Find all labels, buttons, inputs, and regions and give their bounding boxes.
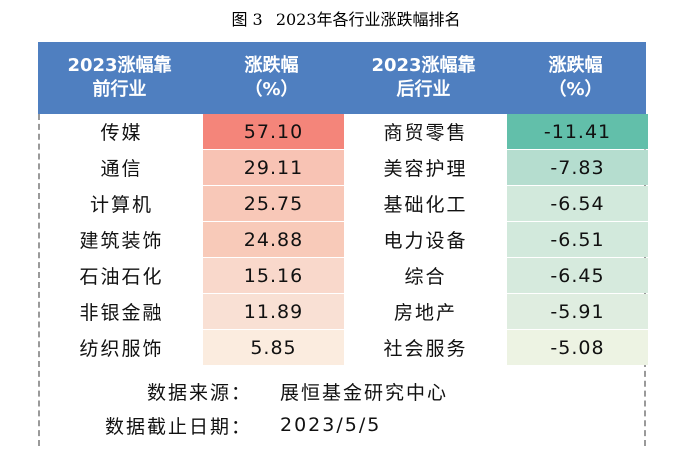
header-top-industry: 2023涨幅靠 前行业 (67, 55, 172, 100)
top-industry-change: 29.11 (203, 150, 344, 185)
bottom-industry-name: 商贸零售 (344, 114, 507, 149)
top-industry-name: 纺织服饰 (40, 330, 203, 365)
header-bottom-industry: 2023涨幅靠 后行业 (371, 55, 476, 100)
source-value: 展恒基金研究中心 (280, 381, 449, 404)
table-row: 建筑装饰 24.88 电力设备 -6.51 (40, 222, 648, 258)
top-industry-change: 25.75 (203, 186, 344, 221)
ranking-table: 2023涨幅靠 前行业 涨跌幅 （%） 2023涨幅靠 后行业 涨跌幅 （%） … (38, 42, 648, 446)
top-industry-change: 24.88 (203, 222, 344, 257)
figure-number: 图 3 (231, 10, 263, 29)
table-body: 传媒 57.10 商贸零售 -11.41 通信 29.11 美容护理 -7.83… (38, 114, 648, 446)
bottom-industry-change: -6.54 (507, 186, 648, 221)
top-industry-name: 石油石化 (40, 258, 203, 293)
top-industry-change: 11.89 (203, 294, 344, 329)
top-industry-change: 15.16 (203, 258, 344, 293)
bottom-industry-change: -6.51 (507, 222, 648, 257)
header-bottom-change: 涨跌幅 （%） (548, 55, 603, 100)
table-row: 纺织服饰 5.85 社会服务 -5.08 (40, 330, 648, 366)
top-industry-name: 非银金融 (40, 294, 203, 329)
bottom-industry-change: -11.41 (507, 114, 648, 149)
top-industry-name: 传媒 (40, 114, 203, 149)
bottom-industry-change: -5.91 (507, 294, 648, 329)
table-footer: 数据来源： 展恒基金研究中心 数据截止日期： 2023/5/5 (40, 366, 644, 446)
top-industry-name: 计算机 (40, 186, 203, 221)
source-label: 数据来源： (146, 381, 252, 404)
top-industry-change: 5.85 (203, 330, 344, 365)
table-row: 传媒 57.10 商贸零售 -11.41 (40, 114, 648, 150)
top-industry-change: 57.10 (203, 114, 344, 149)
bottom-industry-name: 社会服务 (344, 330, 507, 365)
bottom-industry-name: 美容护理 (344, 150, 507, 185)
bottom-industry-change: -7.83 (507, 150, 648, 185)
bottom-industry-change: -6.45 (507, 258, 648, 293)
table-header: 2023涨幅靠 前行业 涨跌幅 （%） 2023涨幅靠 后行业 涨跌幅 （%） (38, 42, 646, 114)
bottom-industry-name: 基础化工 (344, 186, 507, 221)
date-label: 数据截止日期： (104, 415, 252, 438)
table-row: 计算机 25.75 基础化工 -6.54 (40, 186, 648, 222)
table-row: 通信 29.11 美容护理 -7.83 (40, 150, 648, 186)
top-industry-name: 建筑装饰 (40, 222, 203, 257)
top-industry-name: 通信 (40, 150, 203, 185)
table-row: 石油石化 15.16 综合 -6.45 (40, 258, 648, 294)
figure-title: 2023年各行业涨跌幅排名 (275, 10, 461, 29)
bottom-industry-name: 房地产 (344, 294, 507, 329)
figure-caption: 图 3 2023年各行业涨跌幅排名 (0, 6, 692, 30)
header-top-change: 涨跌幅 （%） (244, 55, 299, 100)
source-row: 数据来源： 展恒基金研究中心 (40, 374, 644, 408)
date-value: 2023/5/5 (280, 414, 382, 436)
bottom-industry-name: 电力设备 (344, 222, 507, 257)
bottom-industry-change: -5.08 (507, 330, 648, 365)
bottom-industry-name: 综合 (344, 258, 507, 293)
table-row: 非银金融 11.89 房地产 -5.91 (40, 294, 648, 330)
date-row: 数据截止日期： 2023/5/5 (40, 408, 644, 442)
